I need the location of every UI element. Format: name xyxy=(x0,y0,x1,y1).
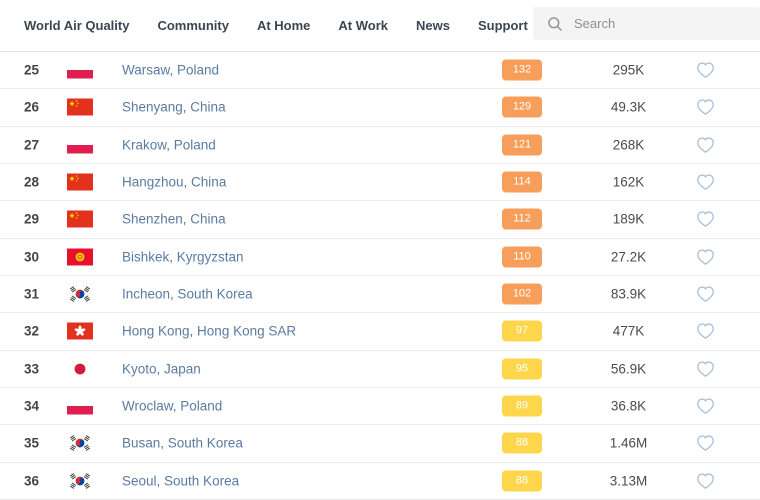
city-row[interactable]: 30 Bishkek, Kyrgyzstan 110 27.2K xyxy=(0,239,760,276)
aqi-badge: 97 xyxy=(502,320,542,342)
followers-count: 27.2K xyxy=(610,249,647,265)
rank-label: 25 xyxy=(24,62,40,78)
rank-label: 33 xyxy=(24,361,40,377)
followers-count: 477K xyxy=(612,323,645,339)
heart-outline-icon[interactable] xyxy=(696,136,715,153)
heart-outline-icon[interactable] xyxy=(696,360,715,377)
search-input[interactable] xyxy=(572,15,750,32)
heart-outline-icon[interactable] xyxy=(696,174,715,191)
city-ranking-list: 25 Warsaw, Poland 132 295K 26 Shenyang, … xyxy=(0,52,760,500)
followers-count: 83.9K xyxy=(610,286,647,302)
followers-count: 36.8K xyxy=(610,398,647,414)
city-link[interactable]: Krakow, Poland xyxy=(122,137,216,153)
country-flag-icon xyxy=(67,472,93,490)
rank-label: 28 xyxy=(24,174,40,190)
city-row[interactable]: 25 Warsaw, Poland 132 295K xyxy=(0,52,760,90)
rank-label: 26 xyxy=(24,99,40,115)
rank-label: 34 xyxy=(24,398,40,414)
heart-outline-icon[interactable] xyxy=(696,62,715,79)
city-link[interactable]: Hong Kong, Hong Kong SAR xyxy=(122,323,297,339)
nav-world-air-quality[interactable]: World Air Quality xyxy=(24,18,130,33)
nav-support[interactable]: Support xyxy=(478,18,528,33)
country-flag-icon xyxy=(67,248,93,266)
aqi-badge: 129 xyxy=(502,96,542,118)
country-flag-icon xyxy=(67,173,93,191)
city-link[interactable]: Shenyang, China xyxy=(122,99,226,115)
country-flag-icon xyxy=(67,61,93,79)
country-flag-icon xyxy=(67,285,93,303)
nav-community[interactable]: Community xyxy=(157,18,229,33)
nav-news[interactable]: News xyxy=(416,18,450,33)
city-row[interactable]: 27 Krakow, Poland 121 268K xyxy=(0,127,760,164)
followers-count: 3.13M xyxy=(609,473,648,489)
followers-count: 162K xyxy=(612,174,645,190)
city-row[interactable]: 28 Hangzhou, China 114 162K xyxy=(0,164,760,202)
city-link[interactable]: Hangzhou, China xyxy=(122,174,227,190)
country-flag-icon xyxy=(67,210,93,228)
aqi-badge: 89 xyxy=(502,395,542,417)
rank-label: 31 xyxy=(24,286,40,302)
rank-label: 32 xyxy=(24,323,40,339)
rank-label: 36 xyxy=(24,473,40,489)
aqi-badge: 114 xyxy=(502,171,542,193)
city-link[interactable]: Wroclaw, Poland xyxy=(122,398,223,414)
rank-label: 29 xyxy=(24,211,40,227)
city-row[interactable]: 29 Shenzhen, China 112 189K xyxy=(0,201,760,239)
heart-outline-icon[interactable] xyxy=(696,211,715,228)
country-flag-icon xyxy=(67,322,93,340)
city-row[interactable]: 36 Seoul, South Korea 88 3.13M xyxy=(0,463,760,500)
city-link[interactable]: Incheon, South Korea xyxy=(122,286,253,302)
nav-at-work[interactable]: At Work xyxy=(338,18,389,33)
aqi-badge: 95 xyxy=(502,358,542,380)
city-row[interactable]: 31 Incheon, South Korea 102 83.9K xyxy=(0,276,760,314)
country-flag-icon xyxy=(67,98,93,116)
heart-outline-icon[interactable] xyxy=(696,323,715,340)
aqi-badge: 112 xyxy=(502,208,542,230)
city-link[interactable]: Shenzhen, China xyxy=(122,211,226,227)
heart-outline-icon[interactable] xyxy=(696,435,715,452)
rank-label: 35 xyxy=(24,435,40,451)
heart-outline-icon[interactable] xyxy=(696,248,715,265)
heart-outline-icon[interactable] xyxy=(696,472,715,489)
country-flag-icon xyxy=(67,434,93,452)
followers-count: 1.46M xyxy=(609,435,648,451)
followers-count: 268K xyxy=(612,137,645,153)
nav-at-home[interactable]: At Home xyxy=(256,18,311,33)
heart-outline-icon[interactable] xyxy=(696,398,715,415)
followers-count: 49.3K xyxy=(610,99,647,115)
followers-count: 189K xyxy=(612,211,645,227)
city-link[interactable]: Warsaw, Poland xyxy=(122,62,220,78)
aqi-badge: 121 xyxy=(502,134,542,156)
city-link[interactable]: Seoul, South Korea xyxy=(122,473,240,489)
city-row[interactable]: 26 Shenyang, China 129 49.3K xyxy=(0,89,760,127)
aqi-badge: 88 xyxy=(502,432,542,454)
heart-outline-icon[interactable] xyxy=(696,286,715,303)
city-row[interactable]: 33 Kyoto, Japan 95 56.9K xyxy=(0,351,760,388)
followers-count: 56.9K xyxy=(610,361,647,377)
city-row[interactable]: 32 Hong Kong, Hong Kong SAR 97 477K xyxy=(0,313,760,351)
country-flag-icon xyxy=(67,136,93,154)
main-nav: World Air Quality Community At Home At W… xyxy=(24,18,528,33)
country-flag-icon xyxy=(67,397,93,415)
country-flag-icon xyxy=(67,360,93,378)
aqi-badge: 102 xyxy=(502,283,542,305)
city-row[interactable]: 34 Wroclaw, Poland 89 36.8K xyxy=(0,388,760,426)
city-link[interactable]: Kyoto, Japan xyxy=(122,361,201,377)
top-nav-bar: World Air Quality Community At Home At W… xyxy=(0,0,760,52)
city-row[interactable]: 35 Busan, South Korea 88 1.46M xyxy=(0,425,760,463)
heart-outline-icon[interactable] xyxy=(696,99,715,116)
rank-label: 30 xyxy=(24,249,40,265)
aqi-badge: 110 xyxy=(502,246,542,268)
aqi-badge: 132 xyxy=(502,59,542,81)
search-box[interactable] xyxy=(533,7,760,40)
city-link[interactable]: Busan, South Korea xyxy=(122,435,243,451)
aqi-badge: 88 xyxy=(502,470,542,492)
rank-label: 27 xyxy=(24,137,40,153)
search-icon xyxy=(548,16,562,31)
city-link[interactable]: Bishkek, Kyrgyzstan xyxy=(122,249,244,265)
followers-count: 295K xyxy=(612,62,645,78)
